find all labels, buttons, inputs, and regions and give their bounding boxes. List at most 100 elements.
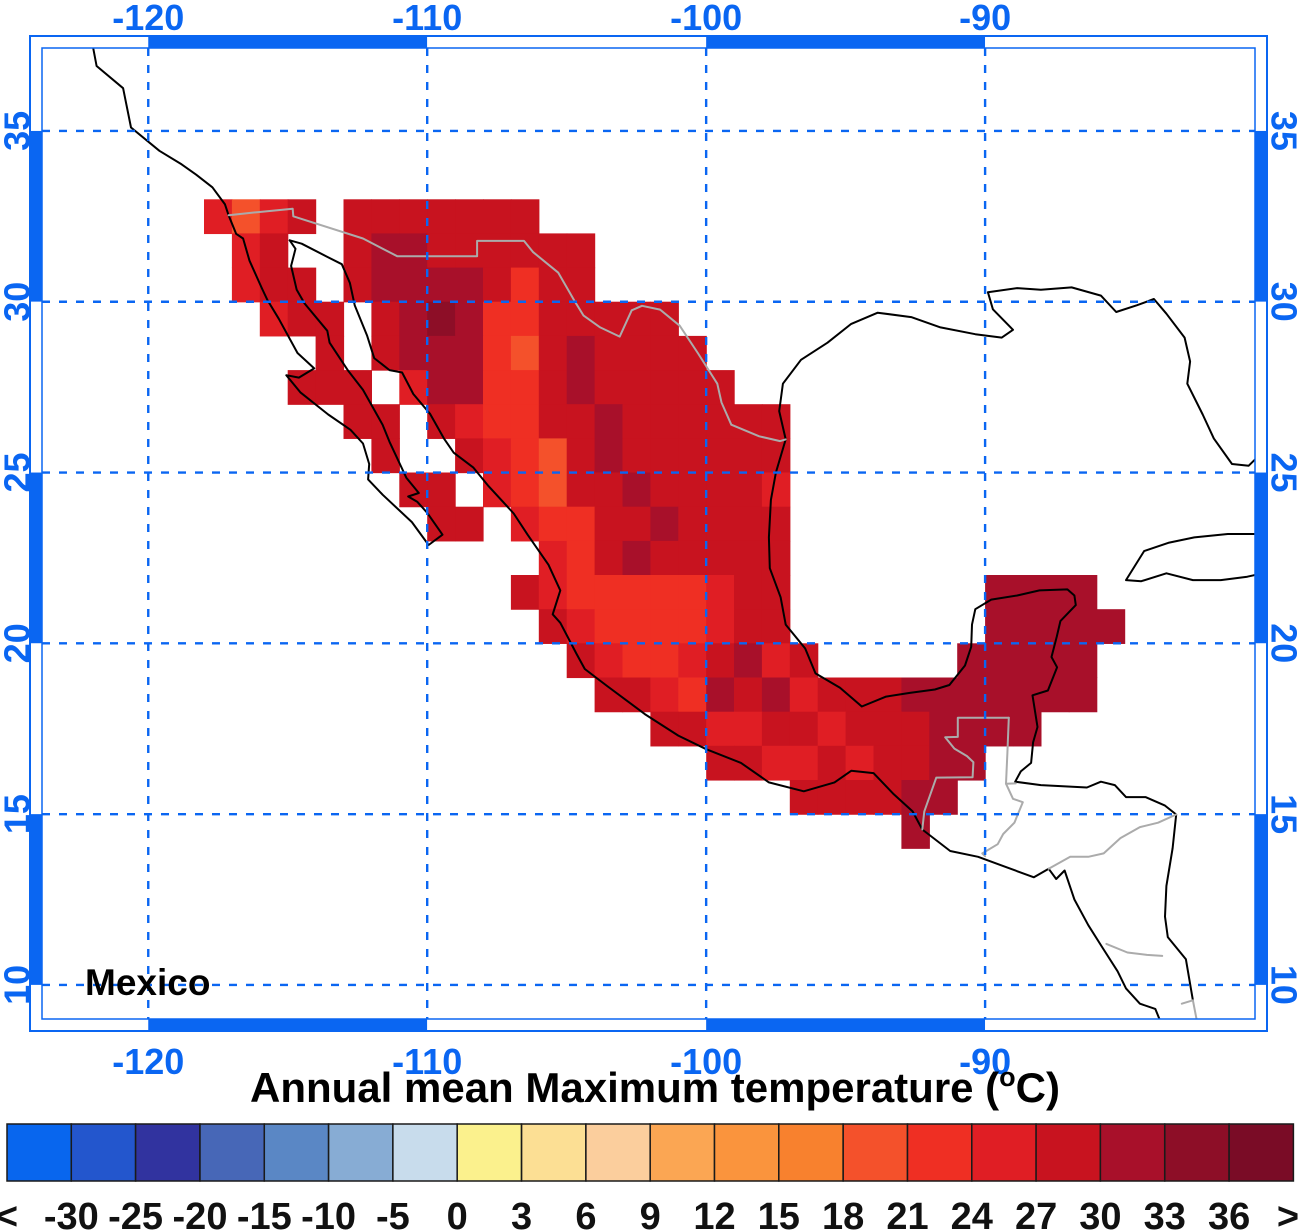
temperature-cell bbox=[259, 267, 289, 303]
gulf-coast-mexico-caribbean-coastline bbox=[767, 438, 1194, 1002]
temperature-cell bbox=[538, 472, 568, 508]
temperature-cell bbox=[622, 677, 651, 713]
temperature-cell bbox=[678, 506, 707, 542]
colorbar-cell bbox=[199, 1123, 266, 1182]
temperature-cell bbox=[789, 677, 819, 713]
frame-segment-top bbox=[706, 37, 986, 48]
temperature-cell bbox=[259, 199, 289, 235]
colorbar-cell bbox=[906, 1123, 973, 1182]
colorbar-cell bbox=[456, 1123, 523, 1182]
lon-tick-label-top: -100 bbox=[670, 0, 742, 38]
colorbar-cell bbox=[520, 1123, 587, 1182]
temperature-grid bbox=[204, 199, 1126, 849]
temperature-cell bbox=[985, 609, 1014, 644]
lon-tick-label-top: -120 bbox=[112, 0, 184, 38]
temperature-cell bbox=[371, 301, 400, 337]
temperature-cell bbox=[706, 609, 735, 644]
lon-tick-label-bottom: -120 bbox=[112, 1041, 184, 1082]
temperature-cell bbox=[510, 404, 540, 439]
temperature-cell bbox=[455, 233, 484, 269]
cuba-coastline bbox=[1125, 533, 1255, 583]
temperature-cell bbox=[510, 370, 540, 405]
temperature-cell bbox=[343, 199, 372, 235]
temperature-cell bbox=[1040, 609, 1070, 644]
temperature-cell bbox=[566, 301, 596, 337]
figure-title-text: Annual mean Maximum temperature ( bbox=[250, 1064, 999, 1111]
temperature-cell bbox=[455, 404, 484, 439]
temperature-cell bbox=[231, 199, 261, 235]
temperature-cell bbox=[622, 540, 651, 576]
frame-inner-rect bbox=[41, 47, 1256, 1020]
temperature-cell bbox=[371, 267, 400, 303]
temperature-cell bbox=[399, 472, 428, 508]
temperature-cell bbox=[510, 335, 540, 371]
temperature-cell bbox=[483, 199, 512, 235]
colorbar-tick-label: 33 bbox=[1144, 1196, 1186, 1232]
temperature-cell bbox=[706, 438, 735, 474]
colorbar-cell bbox=[713, 1123, 780, 1182]
frame-segment-top bbox=[30, 37, 149, 48]
temperature-cell bbox=[678, 575, 707, 610]
temperature-cell bbox=[650, 540, 679, 576]
temperature-cell bbox=[622, 575, 651, 610]
temperature-cell bbox=[761, 745, 791, 781]
lon-tick-label-bottom: -90 bbox=[959, 1041, 1011, 1082]
temperature-cell bbox=[734, 643, 763, 679]
gulf-coast-us-coastline bbox=[778, 286, 1255, 467]
lon-tick-label-top: -110 bbox=[392, 0, 462, 38]
temperature-cell bbox=[650, 711, 679, 747]
temperature-cell bbox=[483, 438, 512, 474]
temperature-cell bbox=[789, 711, 819, 747]
temperature-cell bbox=[761, 677, 791, 713]
temperature-cell bbox=[510, 199, 540, 235]
colorbar-tick-label: > bbox=[1277, 1196, 1299, 1232]
temperature-cell bbox=[678, 643, 707, 679]
temperature-cell bbox=[901, 711, 930, 747]
temperature-cell bbox=[510, 506, 540, 542]
temperature-cell bbox=[901, 677, 930, 713]
colorbar-tick-label: 9 bbox=[640, 1196, 661, 1232]
temperature-cell bbox=[538, 438, 568, 474]
temperature-cell bbox=[761, 404, 791, 439]
central-america-pacific-coastline bbox=[921, 828, 1161, 1019]
temperature-cell bbox=[650, 472, 679, 508]
temperature-cell bbox=[929, 711, 958, 747]
temperature-cell bbox=[427, 267, 456, 303]
lat-tick-label-left: 35 bbox=[0, 111, 38, 151]
colorbar-tick-label: 27 bbox=[1015, 1196, 1057, 1232]
frame-segment-right bbox=[1255, 301, 1266, 473]
frame-segment-right bbox=[1255, 36, 1266, 131]
temperature-cell bbox=[566, 438, 596, 474]
temperature-cell bbox=[259, 301, 289, 337]
figure-title-unit: C) bbox=[1016, 1064, 1060, 1111]
temperature-cell bbox=[678, 404, 707, 439]
temperature-cell bbox=[929, 677, 958, 713]
mexico-guatemala-border-borderline bbox=[921, 716, 1010, 831]
colorbar-cell bbox=[6, 1123, 73, 1182]
temperature-cell bbox=[204, 199, 233, 235]
colorbar-cell bbox=[1035, 1123, 1102, 1182]
colorbar-tick-label: 18 bbox=[822, 1196, 864, 1232]
temperature-cell bbox=[483, 233, 512, 269]
temperature-cell bbox=[650, 643, 679, 679]
temperature-cell bbox=[622, 335, 651, 371]
colorbar-tick-label: -25 bbox=[108, 1196, 163, 1232]
temperature-cell bbox=[734, 575, 763, 610]
temperature-cell bbox=[678, 438, 707, 474]
temperature-cell bbox=[957, 677, 986, 713]
temperature-cell bbox=[455, 506, 484, 542]
temperature-cell bbox=[594, 370, 624, 405]
temperature-cell bbox=[622, 506, 651, 542]
lon-tick-label-bottom: -100 bbox=[670, 1041, 742, 1082]
temperature-cell bbox=[455, 267, 484, 303]
temperature-cell bbox=[622, 643, 651, 679]
temperature-cell bbox=[510, 472, 540, 508]
colorbar-cell bbox=[134, 1123, 201, 1182]
frame-outer-rect bbox=[29, 35, 1268, 1032]
colorbar-tick-label: -30 bbox=[44, 1196, 99, 1232]
colorbar-cell bbox=[1099, 1123, 1166, 1182]
frame-segment-bottom bbox=[985, 1019, 1267, 1030]
temperature-cell bbox=[566, 370, 596, 405]
temperature-cell bbox=[650, 301, 679, 337]
temperature-cell bbox=[650, 404, 679, 439]
